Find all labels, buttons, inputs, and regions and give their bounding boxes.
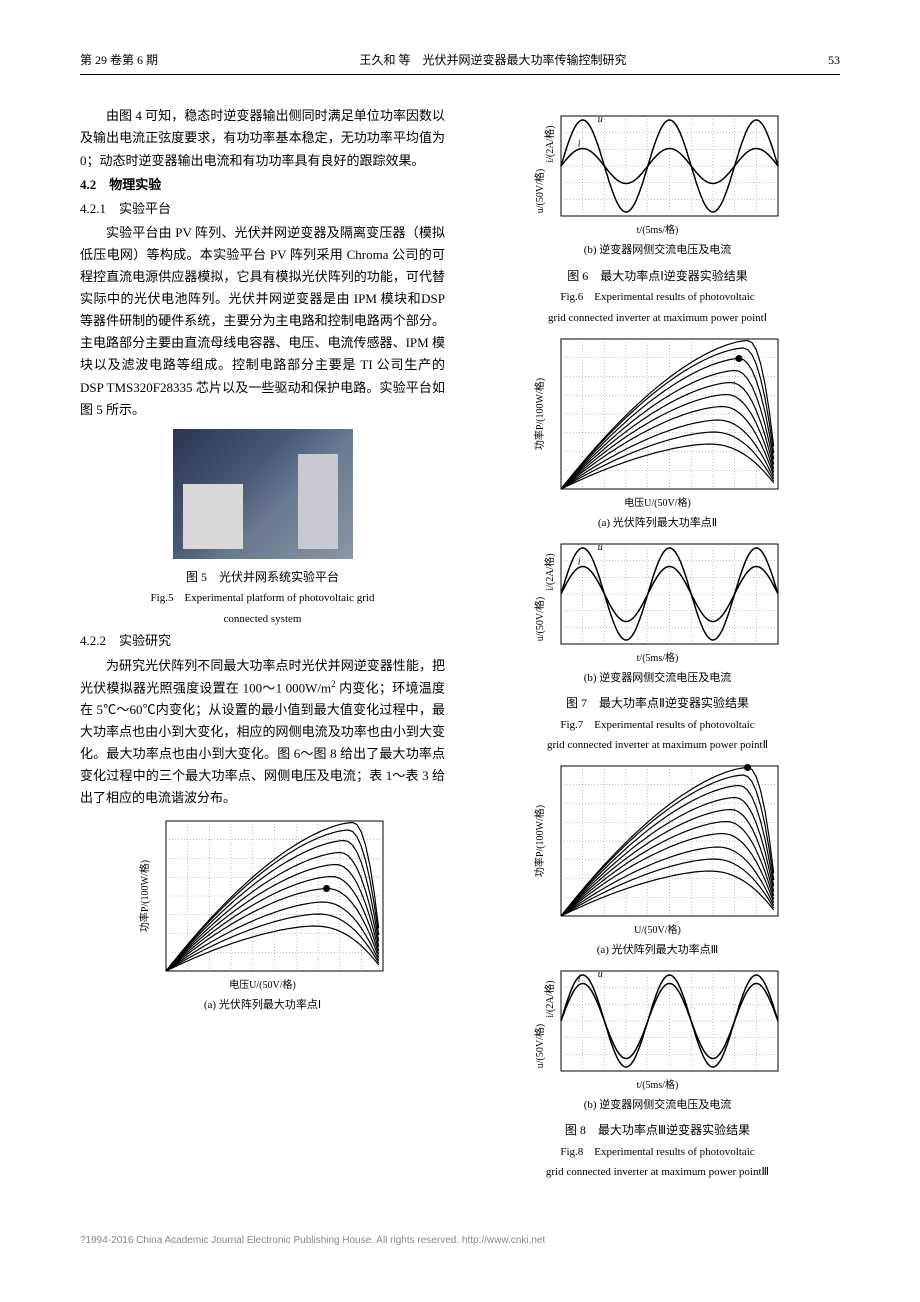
two-column-layout: 由图 4 可知，稳态时逆变器输出侧同时满足单位功率因数以及输出电流正弦度要求，有… (80, 105, 840, 1182)
fig6b-xlabel: t/(5ms/格) (475, 222, 840, 239)
fig6-caption-en1: Fig.6 Experimental results of photovolta… (475, 288, 840, 307)
svg-text:u: u (597, 114, 602, 125)
paragraph-1: 由图 4 可知，稳态时逆变器输出侧同时满足单位功率因数以及输出电流正弦度要求，有… (80, 105, 445, 171)
fig7a-container: 功率P/(100W/格) 电压U/(50V/格) (a) 光伏阵列最大功率点Ⅱ (475, 334, 840, 533)
svg-text:i: i (577, 973, 580, 984)
fig7-caption-cn: 图 7 最大功率点Ⅱ逆变器实验结果 (475, 693, 840, 713)
fig6a-xlabel: 电压U/(50V/格) (80, 977, 445, 994)
fig6b-chart: u i u/(50V/格) i/(2A/格) (533, 111, 783, 221)
fig6a-chart: 功率P/(100W/格) (138, 816, 388, 976)
fig7b-chart: u i u/(50V/格) i/(2A/格) (533, 539, 783, 649)
header-right: 53 (828, 50, 840, 70)
fig7a-subcaption: (a) 光伏阵列最大功率点Ⅱ (475, 514, 840, 533)
svg-text:功率P/(100W/格): 功率P/(100W/格) (533, 805, 546, 877)
section-4-2-2: 4.2.2 实验研究 (80, 630, 445, 652)
header-center: 王久和 等 光伏并网逆变器最大功率传输控制研究 (360, 50, 627, 70)
fig8a-chart: 功率P/(100W/格) (533, 761, 783, 921)
fig7b-subcaption: (b) 逆变器网侧交流电压及电流 (475, 669, 840, 688)
fig7b-container: u i u/(50V/格) i/(2A/格) t/(5ms/格) (b) 逆变器网侧交… (475, 539, 840, 688)
fig6-caption-en2: grid connected inverter at maximum power… (475, 309, 840, 328)
paragraph-3: 为研究光伏阵列不同最大功率点时光伏并网逆变器性能，把光伏模拟器光照强度设置在 1… (80, 655, 445, 810)
svg-text:i/(2A/格): i/(2A/格) (543, 126, 556, 163)
header-left: 第 29 卷第 6 期 (80, 50, 158, 70)
fig5-caption-cn: 图 5 光伏并网系统实验平台 (80, 567, 445, 587)
fig8b-subcaption: (b) 逆变器网侧交流电压及电流 (475, 1096, 840, 1115)
fig8-caption-en1: Fig.8 Experimental results of photovolta… (475, 1143, 840, 1162)
svg-text:功率P/(100W/格): 功率P/(100W/格) (533, 378, 546, 450)
svg-text:u/(50V/格): u/(50V/格) (533, 1023, 546, 1067)
fig8b-container: u i u/(50V/格) i/(2A/格) t/(5ms/格) (b) 逆变器网侧交… (475, 966, 840, 1115)
section-4-2: 4.2 物理实验 (80, 174, 445, 196)
svg-text:i: i (577, 139, 580, 150)
fig8a-subcaption: (a) 光伏阵列最大功率点Ⅲ (475, 941, 840, 960)
fig6b-container: u i u/(50V/格) i/(2A/格) t/(5ms/格) (b) 逆变器网侧交… (475, 111, 840, 260)
svg-text:功率P/(100W/格): 功率P/(100W/格) (138, 859, 151, 931)
svg-text:u: u (597, 542, 602, 553)
fig6a-subcaption: (a) 光伏阵列最大功率点Ⅰ (80, 996, 445, 1015)
page-footer: ?1994-2016 China Academic Journal Electr… (80, 1232, 840, 1249)
fig5-caption-en1: Fig.5 Experimental platform of photovolt… (80, 589, 445, 608)
paragraph-2: 实验平台由 PV 阵列、光伏并网逆变器及隔离变压器（模拟低压电网）等构成。本实验… (80, 222, 445, 421)
left-column: 由图 4 可知，稳态时逆变器输出侧同时满足单位功率因数以及输出电流正弦度要求，有… (80, 105, 445, 1182)
fig7a-chart: 功率P/(100W/格) (533, 334, 783, 494)
fig7-caption-en1: Fig.7 Experimental results of photovolta… (475, 716, 840, 735)
fig6-caption-cn: 图 6 最大功率点Ⅰ逆变器实验结果 (475, 266, 840, 286)
fig6b-subcaption: (b) 逆变器网侧交流电压及电流 (475, 241, 840, 260)
page-header: 第 29 卷第 6 期 王久和 等 光伏并网逆变器最大功率传输控制研究 53 (80, 50, 840, 75)
svg-text:i/(2A/格): i/(2A/格) (543, 980, 556, 1017)
right-column: u i u/(50V/格) i/(2A/格) t/(5ms/格) (b) 逆变器网侧交… (475, 105, 840, 1182)
fig5-caption-en2: connected system (80, 610, 445, 629)
svg-text:i: i (577, 556, 580, 567)
fig8a-container: 功率P/(100W/格) U/(50V/格) (a) 光伏阵列最大功率点Ⅲ (475, 761, 840, 960)
svg-text:u/(50V/格): u/(50V/格) (533, 596, 546, 640)
svg-text:i/(2A/格): i/(2A/格) (543, 553, 556, 590)
svg-text:u: u (597, 969, 602, 980)
fig8a-xlabel: U/(50V/格) (475, 922, 840, 939)
fig7b-xlabel: t/(5ms/格) (475, 650, 840, 667)
fig8b-chart: u i u/(50V/格) i/(2A/格) (533, 966, 783, 1076)
fig7a-xlabel: 电压U/(50V/格) (475, 495, 840, 512)
svg-text:u/(50V/格): u/(50V/格) (533, 169, 546, 213)
section-4-2-1: 4.2.1 实验平台 (80, 198, 445, 220)
fig5-photo (173, 429, 353, 559)
fig8-caption-cn: 图 8 最大功率点Ⅲ逆变器实验结果 (475, 1120, 840, 1140)
fig8-caption-en2: grid connected inverter at maximum power… (475, 1163, 840, 1182)
fig6a-container: 功率P/(100W/格) 电压U/(50V/格) (a) 光伏阵列最大功率点Ⅰ (80, 816, 445, 1015)
fig7-caption-en2: grid connected inverter at maximum power… (475, 736, 840, 755)
fig8b-xlabel: t/(5ms/格) (475, 1077, 840, 1094)
